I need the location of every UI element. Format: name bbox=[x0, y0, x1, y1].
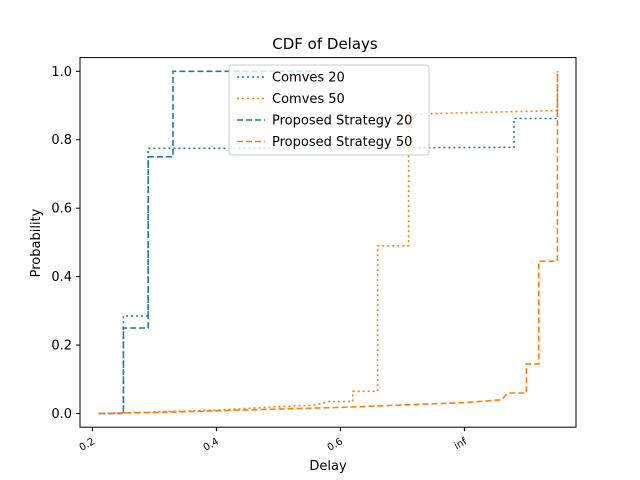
x-tick-label: 0.4 bbox=[202, 436, 221, 453]
legend-label: Comves 20 bbox=[272, 71, 345, 86]
legend-label: Proposed Strategy 20 bbox=[272, 114, 412, 129]
y-tick-label: 0.6 bbox=[51, 202, 72, 217]
chart-title: CDF of Delays bbox=[272, 35, 378, 53]
series-line-proposed-strategy-20 bbox=[98, 70, 316, 415]
legend: Comves 20 Comves 50 Proposed Strategy 20 Pr… bbox=[228, 64, 430, 156]
series-line-proposed-strategy-50 bbox=[98, 71, 559, 415]
series-line-comves-20 bbox=[98, 71, 559, 415]
y-tick-label: 0.0 bbox=[51, 407, 72, 422]
x-tick-label: 0.2 bbox=[78, 436, 97, 453]
x-tick-label: 0.6 bbox=[326, 436, 345, 453]
y-tick-label: 0.8 bbox=[51, 133, 72, 148]
x-tick-label: inf bbox=[452, 436, 469, 452]
y-tick-label: 0.2 bbox=[51, 339, 72, 354]
plot-frame bbox=[79, 57, 577, 428]
legend-label: Proposed Strategy 50 bbox=[272, 135, 412, 150]
x-axis: 0.2 0.4 0.6 inf bbox=[78, 427, 469, 454]
y-axis: 0.0 0.2 0.4 0.6 0.8 1.0 bbox=[51, 65, 80, 422]
series-line-comves-50 bbox=[98, 71, 559, 415]
x-axis-label: Delay bbox=[309, 459, 347, 474]
series-layer bbox=[98, 70, 559, 415]
y-tick-label: 1.0 bbox=[51, 65, 72, 80]
y-axis-label: Probability bbox=[29, 208, 44, 277]
legend-label: Comves 50 bbox=[272, 92, 345, 107]
legend-box bbox=[228, 64, 430, 156]
y-tick-label: 0.4 bbox=[51, 270, 72, 285]
